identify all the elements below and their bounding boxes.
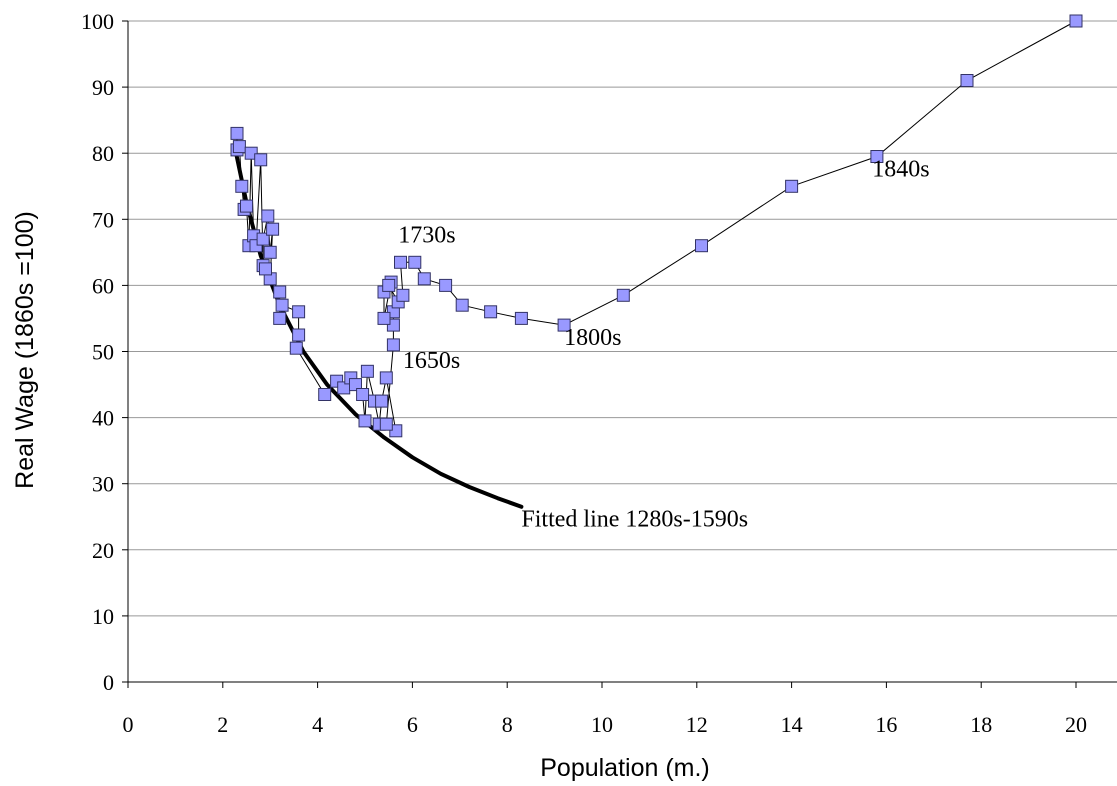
data-point (616, 288, 630, 302)
y-tick-label: 30 (92, 472, 114, 497)
data-point (455, 298, 469, 312)
x-tick-label: 18 (970, 712, 992, 737)
data-point (484, 305, 498, 319)
data-point (439, 278, 453, 292)
x-tick-label: 2 (217, 712, 228, 737)
data-point (292, 305, 306, 319)
data-point (256, 232, 270, 246)
data-point (259, 262, 272, 276)
y-tick-label: 50 (92, 340, 114, 365)
data-point (292, 328, 306, 342)
data-point (360, 364, 374, 378)
data-point (417, 272, 431, 286)
data-point (960, 74, 974, 87)
y-tick-label: 40 (92, 406, 114, 431)
data-point (244, 146, 258, 160)
data-point (289, 341, 303, 355)
data-point (275, 298, 289, 312)
fitted-line (232, 144, 524, 509)
data-point (349, 378, 362, 392)
annotations: 1730s 1650s 1800s 1840s Fitted line 1280s-15… (398, 156, 929, 532)
data-point (273, 285, 287, 299)
x-tick-label: 14 (781, 712, 803, 737)
x-tick-label: 8 (502, 712, 513, 737)
y-tick-label: 80 (92, 141, 114, 166)
data-point (375, 394, 389, 408)
y-tick-labels: 0 10 20 30 40 50 60 70 80 90 100 (81, 9, 114, 695)
data-point (254, 153, 268, 167)
data-point (785, 179, 799, 193)
data-point (377, 311, 391, 325)
data-point (695, 239, 708, 253)
data-point (1069, 14, 1083, 28)
data-point (379, 371, 393, 385)
data-point (382, 278, 396, 292)
y-tick-label: 0 (103, 670, 114, 695)
data-point (263, 245, 277, 259)
data-point (273, 311, 287, 325)
x-tick-label: 0 (123, 712, 134, 737)
data-point (394, 255, 407, 269)
x-tick-label: 16 (875, 712, 897, 737)
y-axis-title: Real Wage (1860s =100) (11, 211, 39, 489)
annotation: 1840s (872, 156, 929, 182)
data-point (318, 388, 332, 401)
y-tick-label: 90 (92, 75, 114, 100)
data-point (358, 414, 372, 428)
y-tick-label: 70 (92, 207, 114, 232)
axes (122, 20, 1117, 688)
y-tick-label: 10 (92, 604, 114, 629)
observed-series (230, 14, 1083, 438)
data-point (266, 222, 280, 236)
data-point (261, 209, 275, 223)
x-tick-label: 12 (686, 712, 708, 737)
data-point (379, 417, 393, 431)
fitted-curve (232, 144, 524, 509)
data-point (557, 318, 571, 332)
data-point (386, 338, 400, 352)
data-point (408, 255, 422, 269)
y-tick-label: 100 (81, 9, 114, 34)
x-tick-label: 4 (312, 712, 323, 737)
grid-lines (128, 20, 1117, 617)
annotation: 1730s (398, 222, 455, 248)
annotation: Fitted line 1280s-1590s (521, 507, 748, 533)
data-point (870, 150, 884, 163)
y-tick-label: 60 (92, 273, 114, 298)
x-tick-label: 6 (407, 712, 418, 737)
x-tick-labels: 0 2 4 6 8 10 12 14 16 18 20 (123, 712, 1088, 737)
annotation: 1800s (564, 325, 621, 351)
data-point (235, 179, 249, 193)
x-tick-label: 20 (1065, 712, 1087, 737)
annotation: 1650s (403, 348, 460, 374)
data-point (514, 311, 528, 325)
x-tick-label: 10 (591, 712, 613, 737)
data-point (356, 388, 370, 401)
data-point (396, 288, 410, 302)
data-point (232, 140, 246, 154)
y-tick-label: 20 (92, 538, 114, 563)
data-point (240, 199, 253, 213)
data-point (230, 126, 244, 140)
x-axis-title: Population (m.) (540, 754, 710, 782)
